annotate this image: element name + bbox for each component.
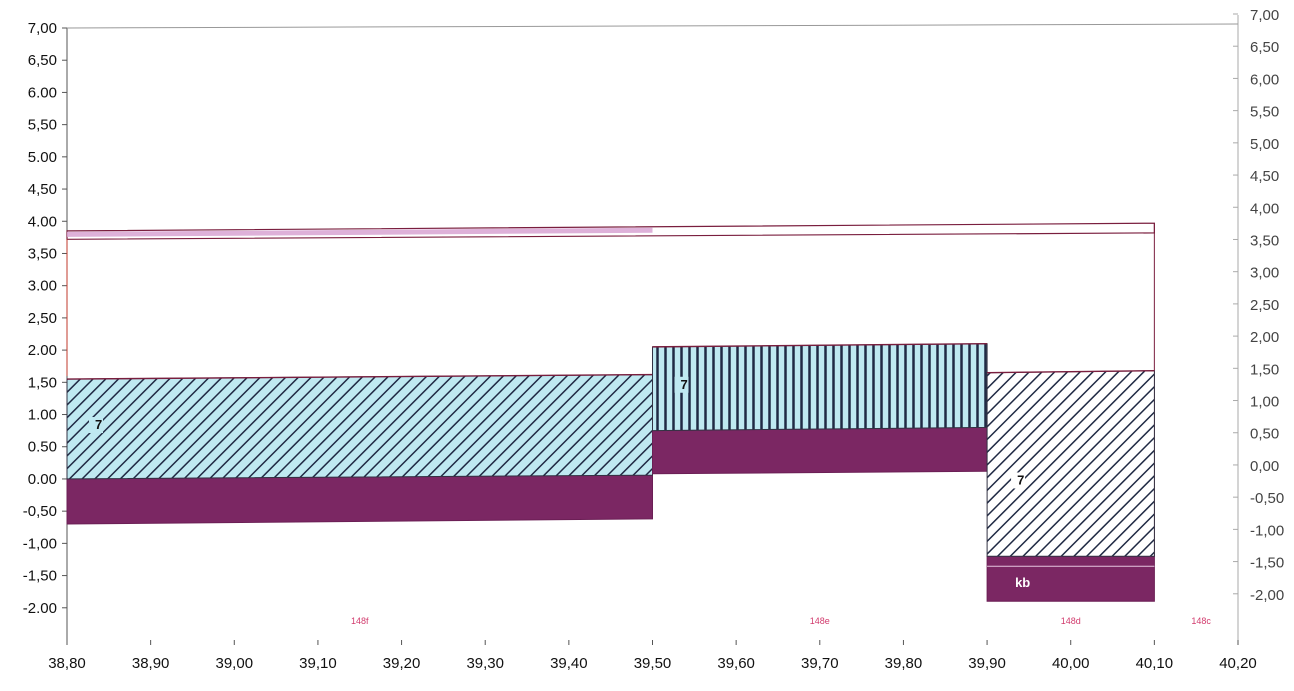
purple-layer	[652, 426, 988, 475]
y-tick-label-left: 5.00	[28, 149, 57, 166]
y-tick-label-right: 2,00	[1250, 329, 1279, 346]
section-name-label: 148f	[351, 616, 369, 626]
x-tick-label: 39,00	[216, 655, 254, 672]
y-tick-label-left: 0.00	[28, 471, 57, 488]
y-tick-label-right: 5,50	[1250, 104, 1279, 121]
plot-top-border	[66, 23, 1239, 29]
x-tick-label: 39,70	[801, 655, 839, 672]
hatched-layer	[986, 370, 1155, 557]
y-tick-label-left: 2.00	[28, 342, 57, 359]
y-tick-label-right: 3,50	[1250, 232, 1279, 249]
layer-label: 7	[95, 417, 102, 432]
x-tick-label: 38,90	[132, 655, 170, 672]
surface-pink-strip	[67, 227, 653, 237]
layer-label: 7	[1017, 472, 1024, 487]
x-tick-label: 39,60	[717, 655, 755, 672]
y-tick-label-right: 2,50	[1250, 297, 1279, 314]
y-tick-label-left: -1,00	[23, 535, 57, 552]
layer-label-bg	[89, 417, 103, 434]
y-tick-label-left: -0,50	[23, 503, 57, 520]
x-tick-label: 39,90	[968, 655, 1006, 672]
x-tick-label: 39,50	[634, 655, 672, 672]
x-tick-label: 39,10	[299, 655, 337, 672]
y-tick-label-left: 5,50	[28, 117, 57, 134]
labels-layer: 7,00 7,00 6,50 6,50 6.00 6,00 5,50 5,50 5.00 5,00…	[23, 7, 1284, 672]
y-tick-label-right: -1,00	[1250, 522, 1284, 539]
y-tick-label-left: 2,50	[28, 310, 57, 327]
y-tick-label-left: 4.00	[28, 213, 57, 230]
y-tick-label-left: 4,50	[28, 181, 57, 198]
hatched-layer	[66, 374, 653, 480]
y-tick-label-left: 6.00	[28, 84, 57, 101]
y-tick-label-right: -2,00	[1250, 587, 1284, 604]
x-tick-label: 39,20	[383, 655, 421, 672]
section-name-label: 148d	[1061, 616, 1081, 626]
x-tick-label: 40,10	[1136, 655, 1174, 672]
y-tick-label-right: 3,00	[1250, 265, 1279, 282]
purple-layer	[986, 555, 1155, 602]
y-tick-label-left: 3.00	[28, 278, 57, 295]
layer-label: 7	[681, 377, 688, 392]
marks-layer	[66, 222, 1156, 602]
purple-layer	[66, 474, 653, 525]
section-name-label: 148c	[1191, 616, 1211, 626]
section-name-label: 148e	[810, 616, 830, 626]
y-tick-label-left: -1,50	[23, 568, 57, 585]
y-tick-label-left: 1,50	[28, 374, 57, 391]
y-tick-label-right: 6,00	[1250, 71, 1279, 88]
purple-layer-label: kb	[1015, 575, 1030, 590]
y-tick-label-left: 6,50	[28, 52, 57, 69]
y-tick-label-right: -0,50	[1250, 490, 1284, 507]
x-tick-label: 40,20	[1219, 655, 1257, 672]
layer-top-line	[652, 342, 988, 348]
x-tick-label: 38,80	[48, 655, 86, 672]
y-tick-label-left: 7,00	[28, 20, 57, 37]
y-tick-label-right: 4,50	[1250, 168, 1279, 185]
y-tick-label-right: 5,00	[1250, 136, 1279, 153]
layer-top-line	[987, 370, 1155, 374]
hatched-layer	[652, 343, 988, 432]
layer-top-line	[66, 373, 653, 380]
y-tick-label-right: 6,50	[1250, 39, 1279, 56]
y-tick-label-right: 4,00	[1250, 200, 1279, 217]
layer-label-bg	[1011, 472, 1026, 489]
y-tick-label-right: 0,50	[1250, 426, 1279, 443]
x-tick-label: 40,00	[1052, 655, 1090, 672]
y-tick-label-right: 7,00	[1250, 7, 1279, 24]
y-tick-label-left: 3,50	[28, 245, 57, 262]
y-tick-label-right: 0,00	[1250, 458, 1279, 475]
y-tick-label-right: -1,50	[1250, 555, 1284, 572]
x-tick-label: 39,80	[885, 655, 923, 672]
y-tick-label-left: 0.50	[28, 439, 57, 456]
y-tick-label-left: -2.00	[23, 600, 57, 617]
y-tick-label-right: 1,50	[1250, 361, 1279, 378]
x-tick-label: 39,40	[550, 655, 588, 672]
y-tick-label-left: 1.00	[28, 407, 57, 424]
x-tick-label: 39,30	[466, 655, 504, 672]
layer-label-bg	[674, 376, 689, 393]
y-tick-label-right: 1,00	[1250, 394, 1279, 411]
